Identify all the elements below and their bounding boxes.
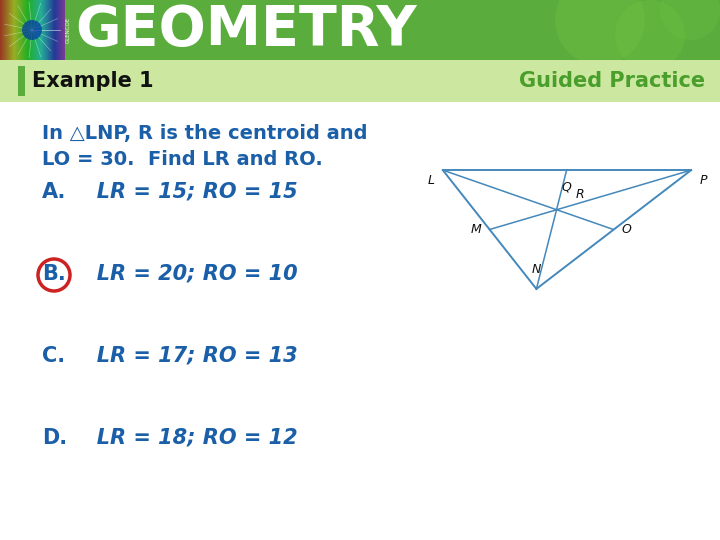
Bar — [55, 0, 56, 60]
Bar — [0, 0, 720, 60]
Bar — [14, 0, 15, 60]
Bar — [51, 0, 52, 60]
Text: LR = 17; RO = 13: LR = 17; RO = 13 — [75, 346, 297, 366]
Text: R: R — [575, 188, 584, 201]
Bar — [47, 0, 48, 60]
Bar — [44, 0, 45, 60]
Bar — [0, 0, 1, 60]
Bar — [63, 0, 64, 60]
Bar — [12, 0, 13, 60]
Text: LR = 20; RO = 10: LR = 20; RO = 10 — [75, 264, 297, 284]
Bar — [27, 0, 28, 60]
Text: C.: C. — [42, 346, 65, 366]
Text: M: M — [471, 223, 482, 236]
Bar — [1, 0, 2, 60]
Bar — [41, 0, 42, 60]
Text: P: P — [699, 174, 707, 187]
Bar — [49, 0, 50, 60]
Bar — [6, 0, 7, 60]
Bar — [60, 0, 61, 60]
Bar — [4, 0, 5, 60]
Bar — [61, 0, 62, 60]
Bar — [62, 0, 63, 60]
Bar — [0, 102, 720, 540]
Bar — [34, 0, 35, 60]
Text: B.: B. — [42, 264, 66, 284]
Bar — [19, 0, 20, 60]
Text: LR = 18; RO = 12: LR = 18; RO = 12 — [75, 428, 297, 448]
Bar — [21, 0, 22, 60]
Bar — [18, 0, 19, 60]
Bar — [45, 0, 46, 60]
Bar — [5, 0, 6, 60]
Text: A.: A. — [42, 182, 66, 202]
Bar — [35, 0, 36, 60]
Bar — [48, 0, 49, 60]
Bar — [30, 0, 31, 60]
Bar — [39, 0, 40, 60]
Text: LO = 30.  Find LR and RO.: LO = 30. Find LR and RO. — [42, 150, 323, 169]
Bar — [23, 0, 24, 60]
Bar — [16, 0, 17, 60]
Bar — [7, 0, 8, 60]
Bar — [2, 0, 3, 60]
Text: O: O — [621, 223, 631, 236]
Bar — [3, 0, 4, 60]
Bar — [9, 0, 10, 60]
Text: GLENCOE: GLENCOE — [66, 17, 71, 43]
Bar — [38, 0, 39, 60]
Bar — [46, 0, 47, 60]
Text: N: N — [531, 263, 541, 276]
Text: L: L — [428, 174, 435, 187]
Bar — [15, 0, 16, 60]
Bar — [0, 60, 720, 102]
Bar — [13, 0, 14, 60]
Bar — [31, 0, 32, 60]
Bar — [28, 0, 29, 60]
Bar — [22, 0, 23, 60]
Bar — [18, 66, 25, 96]
Bar — [50, 0, 51, 60]
Bar — [17, 0, 18, 60]
Circle shape — [660, 0, 720, 40]
Text: GEOMETRY: GEOMETRY — [75, 3, 417, 57]
Bar — [57, 0, 58, 60]
Bar — [53, 0, 54, 60]
Circle shape — [615, 0, 685, 70]
Bar — [25, 0, 26, 60]
Bar — [26, 0, 27, 60]
Text: LR = 15; RO = 15: LR = 15; RO = 15 — [75, 182, 297, 202]
Bar — [0, 0, 65, 60]
Bar — [42, 0, 43, 60]
Bar — [59, 0, 60, 60]
Bar — [36, 0, 37, 60]
Circle shape — [22, 20, 42, 40]
Text: In △LNP, R is the centroid and: In △LNP, R is the centroid and — [42, 124, 367, 143]
Bar — [29, 0, 30, 60]
Bar — [64, 0, 65, 60]
Bar — [24, 0, 25, 60]
Circle shape — [555, 0, 645, 65]
Bar — [37, 0, 38, 60]
Bar — [20, 0, 21, 60]
Text: Example 1: Example 1 — [32, 71, 153, 91]
Bar — [40, 0, 41, 60]
Bar — [32, 0, 33, 60]
Text: Guided Practice: Guided Practice — [519, 71, 705, 91]
Bar — [43, 0, 44, 60]
Bar — [52, 0, 53, 60]
Bar — [10, 0, 11, 60]
Bar — [33, 0, 34, 60]
Bar — [54, 0, 55, 60]
Bar — [56, 0, 57, 60]
Text: Q: Q — [562, 180, 572, 193]
Bar — [8, 0, 9, 60]
Bar — [11, 0, 12, 60]
Bar — [58, 0, 59, 60]
Text: D.: D. — [42, 428, 67, 448]
